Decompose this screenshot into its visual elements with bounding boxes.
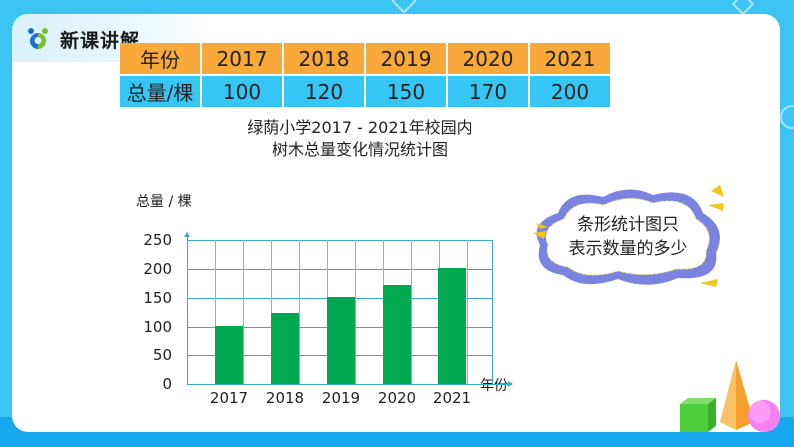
table-cell: 2018 xyxy=(284,43,364,74)
chart-title-line-1: 绿荫小学2017 - 2021年校园内 xyxy=(247,118,473,137)
grid-line xyxy=(243,240,244,384)
callout-line-2: 表示数量的多少 xyxy=(568,239,688,259)
table-cell: 2017 xyxy=(202,43,282,74)
table-cell: 2020 xyxy=(448,43,528,74)
callout-text: 条形统计图只 表示数量的多少 xyxy=(548,213,708,261)
table-cell: 2021 xyxy=(530,43,610,74)
grid-line xyxy=(411,240,412,384)
x-axis-label: 年份 xyxy=(480,378,508,394)
table-cell: 100 xyxy=(202,76,282,107)
y-tick: 50 xyxy=(152,346,172,364)
grid-line xyxy=(492,240,493,384)
grid-line xyxy=(215,240,216,384)
background-circle-decoration xyxy=(780,105,794,129)
y-tick: 150 xyxy=(143,289,172,307)
table-row-quantity: 总量/棵 100 120 150 170 200 xyxy=(120,76,610,107)
grid-line xyxy=(187,240,492,241)
table-row-year: 年份 2017 2018 2019 2020 2021 xyxy=(120,43,610,74)
table-cell: 120 xyxy=(284,76,364,107)
bar-2021 xyxy=(438,268,466,384)
grid-line xyxy=(271,240,272,384)
grid-line xyxy=(299,240,300,384)
data-table: 年份 2017 2018 2019 2020 2021 总量/棵 100 120… xyxy=(118,41,612,109)
x-tick: 2020 xyxy=(377,389,417,407)
bar-2017 xyxy=(215,326,243,384)
y-tick: 100 xyxy=(143,318,172,336)
y-tick: 0 xyxy=(162,375,172,393)
geometric-shapes-icon xyxy=(680,360,780,432)
grid-line xyxy=(187,269,492,270)
table-cell: 2019 xyxy=(366,43,446,74)
y-tick: 250 xyxy=(143,231,172,249)
table-cell: 150 xyxy=(366,76,446,107)
x-tick: 2021 xyxy=(432,389,472,407)
y-axis xyxy=(187,236,188,384)
x-axis xyxy=(187,384,509,385)
bar-2019 xyxy=(327,297,355,384)
x-tick: 2017 xyxy=(209,389,249,407)
table-cell-header: 年份 xyxy=(120,43,200,74)
table-cell: 200 xyxy=(530,76,610,107)
bar-2020 xyxy=(383,285,411,384)
logo-icon xyxy=(28,28,48,49)
y-axis-arrow-icon xyxy=(184,232,190,237)
background-diamond-decoration xyxy=(391,0,417,14)
x-tick: 2019 xyxy=(321,389,361,407)
table-cell-header: 总量/棵 xyxy=(120,76,200,107)
callout-line-1: 条形统计图只 xyxy=(577,215,679,235)
chart-title: 绿荫小学2017 - 2021年校园内 树木总量变化情况统计图 xyxy=(195,117,525,161)
y-axis-label: 总量 / 棵 xyxy=(136,194,192,210)
x-axis-arrow-icon xyxy=(508,381,513,387)
section-title: 新课讲解 xyxy=(60,30,141,52)
grid-line xyxy=(467,240,468,384)
cloud-callout-icon xyxy=(533,185,724,287)
table-cell: 170 xyxy=(448,76,528,107)
grid-line xyxy=(355,240,356,384)
x-tick: 2018 xyxy=(265,389,305,407)
y-tick: 200 xyxy=(143,260,172,278)
bar-2018 xyxy=(271,313,299,384)
chart-title-line-2: 树木总量变化情况统计图 xyxy=(271,140,448,159)
